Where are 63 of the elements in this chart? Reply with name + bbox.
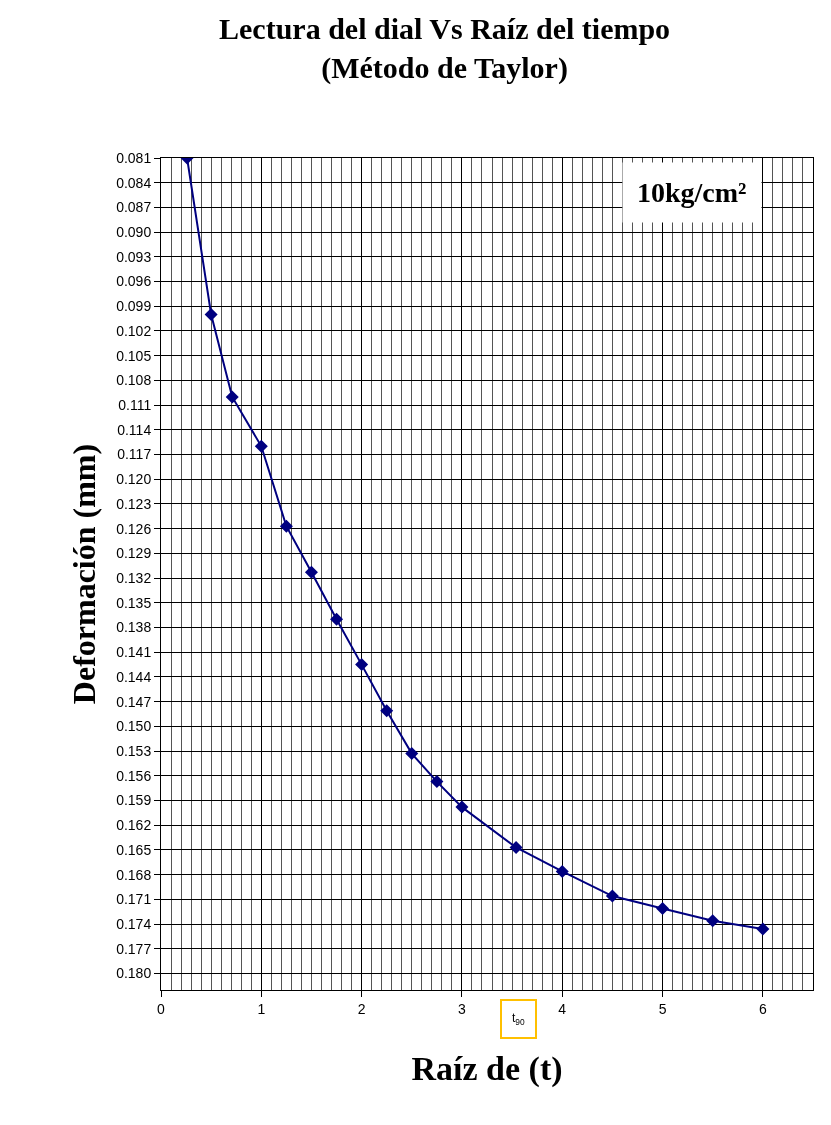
point [254, 439, 268, 453]
y-tick-label: 0.087 [116, 199, 152, 216]
y-tick-label: 0.162 [116, 817, 152, 834]
y-tick-label: 0.105 [116, 347, 152, 364]
y-axis-title: Deformación (mm) [66, 443, 103, 705]
point [279, 519, 293, 533]
y-tick-label: 0.174 [116, 916, 152, 932]
y-tick-label: 0.084 [116, 174, 152, 191]
x-tick-label: 3 [458, 1000, 467, 1017]
chart-title: Lectura del dial Vs Raíz del tiempo (Método de Taylor) [219, 12, 671, 86]
x-tick-label: 2 [357, 1000, 366, 1017]
point [605, 889, 619, 903]
x-tick-label: 5 [658, 1000, 667, 1017]
point [455, 800, 469, 814]
y-tick-label: 0.135 [116, 594, 152, 611]
point [656, 901, 670, 915]
y-tick-label: 0.150 [116, 718, 152, 735]
point [405, 747, 419, 761]
y-tick-label: 0.129 [116, 545, 152, 562]
point [225, 390, 239, 404]
y-tick-label: 0.147 [116, 693, 152, 710]
point [355, 658, 369, 672]
y-tick-label: 0.096 [116, 273, 152, 290]
point [304, 565, 318, 579]
y-tick-label: 0.102 [116, 322, 152, 339]
y-tick-label: 0.138 [116, 619, 152, 636]
y-tick-label: 0.177 [116, 940, 152, 957]
y-tick-label: 0.123 [116, 495, 152, 512]
y-tick-label: 0.180 [116, 965, 152, 982]
y-tick-label: 0.090 [116, 224, 152, 241]
point [330, 612, 344, 626]
y-tick-label: 0.093 [116, 248, 152, 265]
y-tick-label: 0.132 [116, 570, 152, 587]
point [706, 914, 720, 928]
y-tick-label: 0.144 [116, 668, 152, 685]
y-tick-label: 0.114 [117, 421, 152, 438]
x-tick-label: 1 [257, 1000, 266, 1017]
point [756, 922, 770, 936]
y-tick-label: 0.108 [116, 372, 152, 389]
y-tick-label: 0.111 [118, 397, 152, 414]
annotation: 10kg/cm² [637, 177, 747, 208]
y-tick-label: 0.159 [116, 792, 152, 809]
point [204, 308, 218, 322]
x-tick-label: 4 [558, 1000, 567, 1017]
point [555, 864, 569, 878]
y-tick-label: 0.126 [116, 520, 152, 537]
y-tick-label: 0.120 [116, 471, 152, 488]
y-tick-label: 0.099 [116, 298, 152, 315]
y-tick-label: 0.117 [117, 446, 152, 463]
x-tick-label: 6 [758, 1000, 767, 1017]
y-tick-label: 0.168 [116, 866, 152, 883]
x-tick-label: 0 [157, 1000, 166, 1017]
point [509, 840, 523, 854]
y-tick-label: 0.156 [116, 767, 152, 784]
text: t$_{90}$ [512, 1011, 525, 1027]
y-tick-label: 0.153 [116, 743, 152, 760]
y-tick-label: 0.141 [116, 644, 152, 661]
point [430, 775, 444, 789]
y-tick-label: 0.081 [116, 149, 152, 166]
point [380, 704, 394, 718]
y-tick-label: 0.165 [116, 841, 152, 858]
x-axis-title: Raíz de (t) [411, 1050, 563, 1089]
y-tick-label: 0.171 [116, 891, 152, 908]
